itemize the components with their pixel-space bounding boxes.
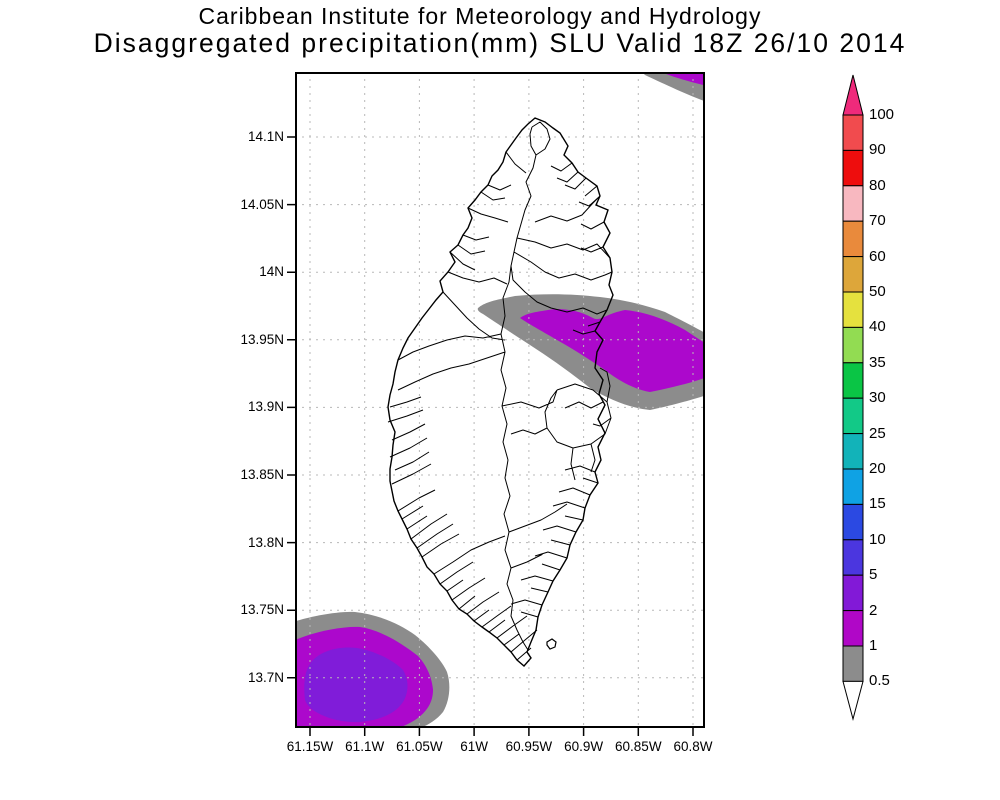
watershed-boundaries (387, 121, 613, 661)
lon-label: 60.85W (615, 739, 662, 754)
lat-label: 13.7N (247, 669, 284, 685)
colorbar-label: 35 (869, 353, 886, 371)
lon-label: 61.1W (345, 739, 385, 754)
colorbar-label: 40 (869, 318, 886, 336)
colorbar-label: 50 (869, 283, 886, 300)
colorbar-label: 2 (869, 601, 878, 619)
colorbar-band (842, 397, 864, 435)
colorbar-label: 1 (869, 637, 878, 654)
title-line-1: Caribbean Institute for Meteorology and … (198, 3, 762, 29)
colorbar-label: 20 (869, 460, 886, 477)
lat-label: 13.95N (240, 331, 284, 347)
lon-label: 60.9W (564, 739, 604, 754)
colorbar-label: 0.5 (869, 672, 890, 690)
colorbar-band (842, 114, 864, 151)
colorbar-label: 10 (869, 530, 886, 548)
colorbar-band (842, 645, 864, 682)
lat-label: 14.1N (247, 129, 284, 144)
lat-label: 13.85N (240, 467, 284, 482)
precip-shade-2-5mm-southwest (304, 647, 408, 723)
colorbar-label: 90 (869, 141, 886, 159)
colorbar-label: 5 (869, 566, 878, 584)
colorbar-band (842, 220, 864, 258)
colorbar-band (842, 149, 864, 187)
colorbar-band (842, 256, 864, 293)
colorbar-label: 100 (869, 106, 895, 123)
colorbar-band (842, 291, 864, 328)
title-line-2: Disaggregated precipitation(mm) SLU Vali… (93, 28, 907, 58)
colorbar-label: 15 (869, 495, 886, 513)
lon-label: 61W (460, 739, 488, 754)
precip-shade-1-2mm-corner (662, 72, 705, 86)
colorbar-band (842, 433, 864, 470)
lat-label: 14.05N (240, 196, 284, 212)
lat-label: 14N (259, 264, 284, 280)
colorbar-over-arrow (842, 74, 864, 116)
colorbar-band (842, 468, 864, 505)
precip-shade-1-2mm-northeast (520, 309, 705, 392)
colorbar-label: 70 (869, 212, 886, 230)
colorbar-band (842, 362, 864, 399)
colorbar (842, 74, 864, 721)
colorbar-band (842, 185, 864, 222)
lat-label: 13.9N (247, 399, 284, 415)
plot-area (295, 72, 705, 728)
colorbar-band (842, 610, 864, 647)
plot-frame (295, 72, 705, 728)
offshore-islet (546, 638, 557, 650)
lat-label: 13.8N (247, 534, 284, 550)
axis-ticks (287, 136, 694, 736)
colorbar-band (842, 503, 864, 541)
colorbar-label: 80 (869, 176, 886, 194)
lon-label: 61.15W (286, 739, 334, 754)
lat-label: 13.75N (240, 602, 284, 618)
colorbar-band (842, 539, 864, 576)
saint-lucia-coastline (387, 117, 614, 667)
lat-lon-gridlines (295, 72, 705, 728)
colorbar-label: 60 (869, 247, 886, 265)
lon-label: 60.8W (673, 739, 713, 754)
colorbar-label: 25 (869, 424, 886, 442)
colorbar-label: 30 (869, 389, 886, 407)
lon-label: 61.05W (396, 739, 443, 754)
colorbar-band (842, 574, 864, 612)
colorbar-band (842, 326, 864, 364)
colorbar-under-arrow (842, 680, 864, 721)
lon-label: 60.95W (505, 739, 553, 754)
